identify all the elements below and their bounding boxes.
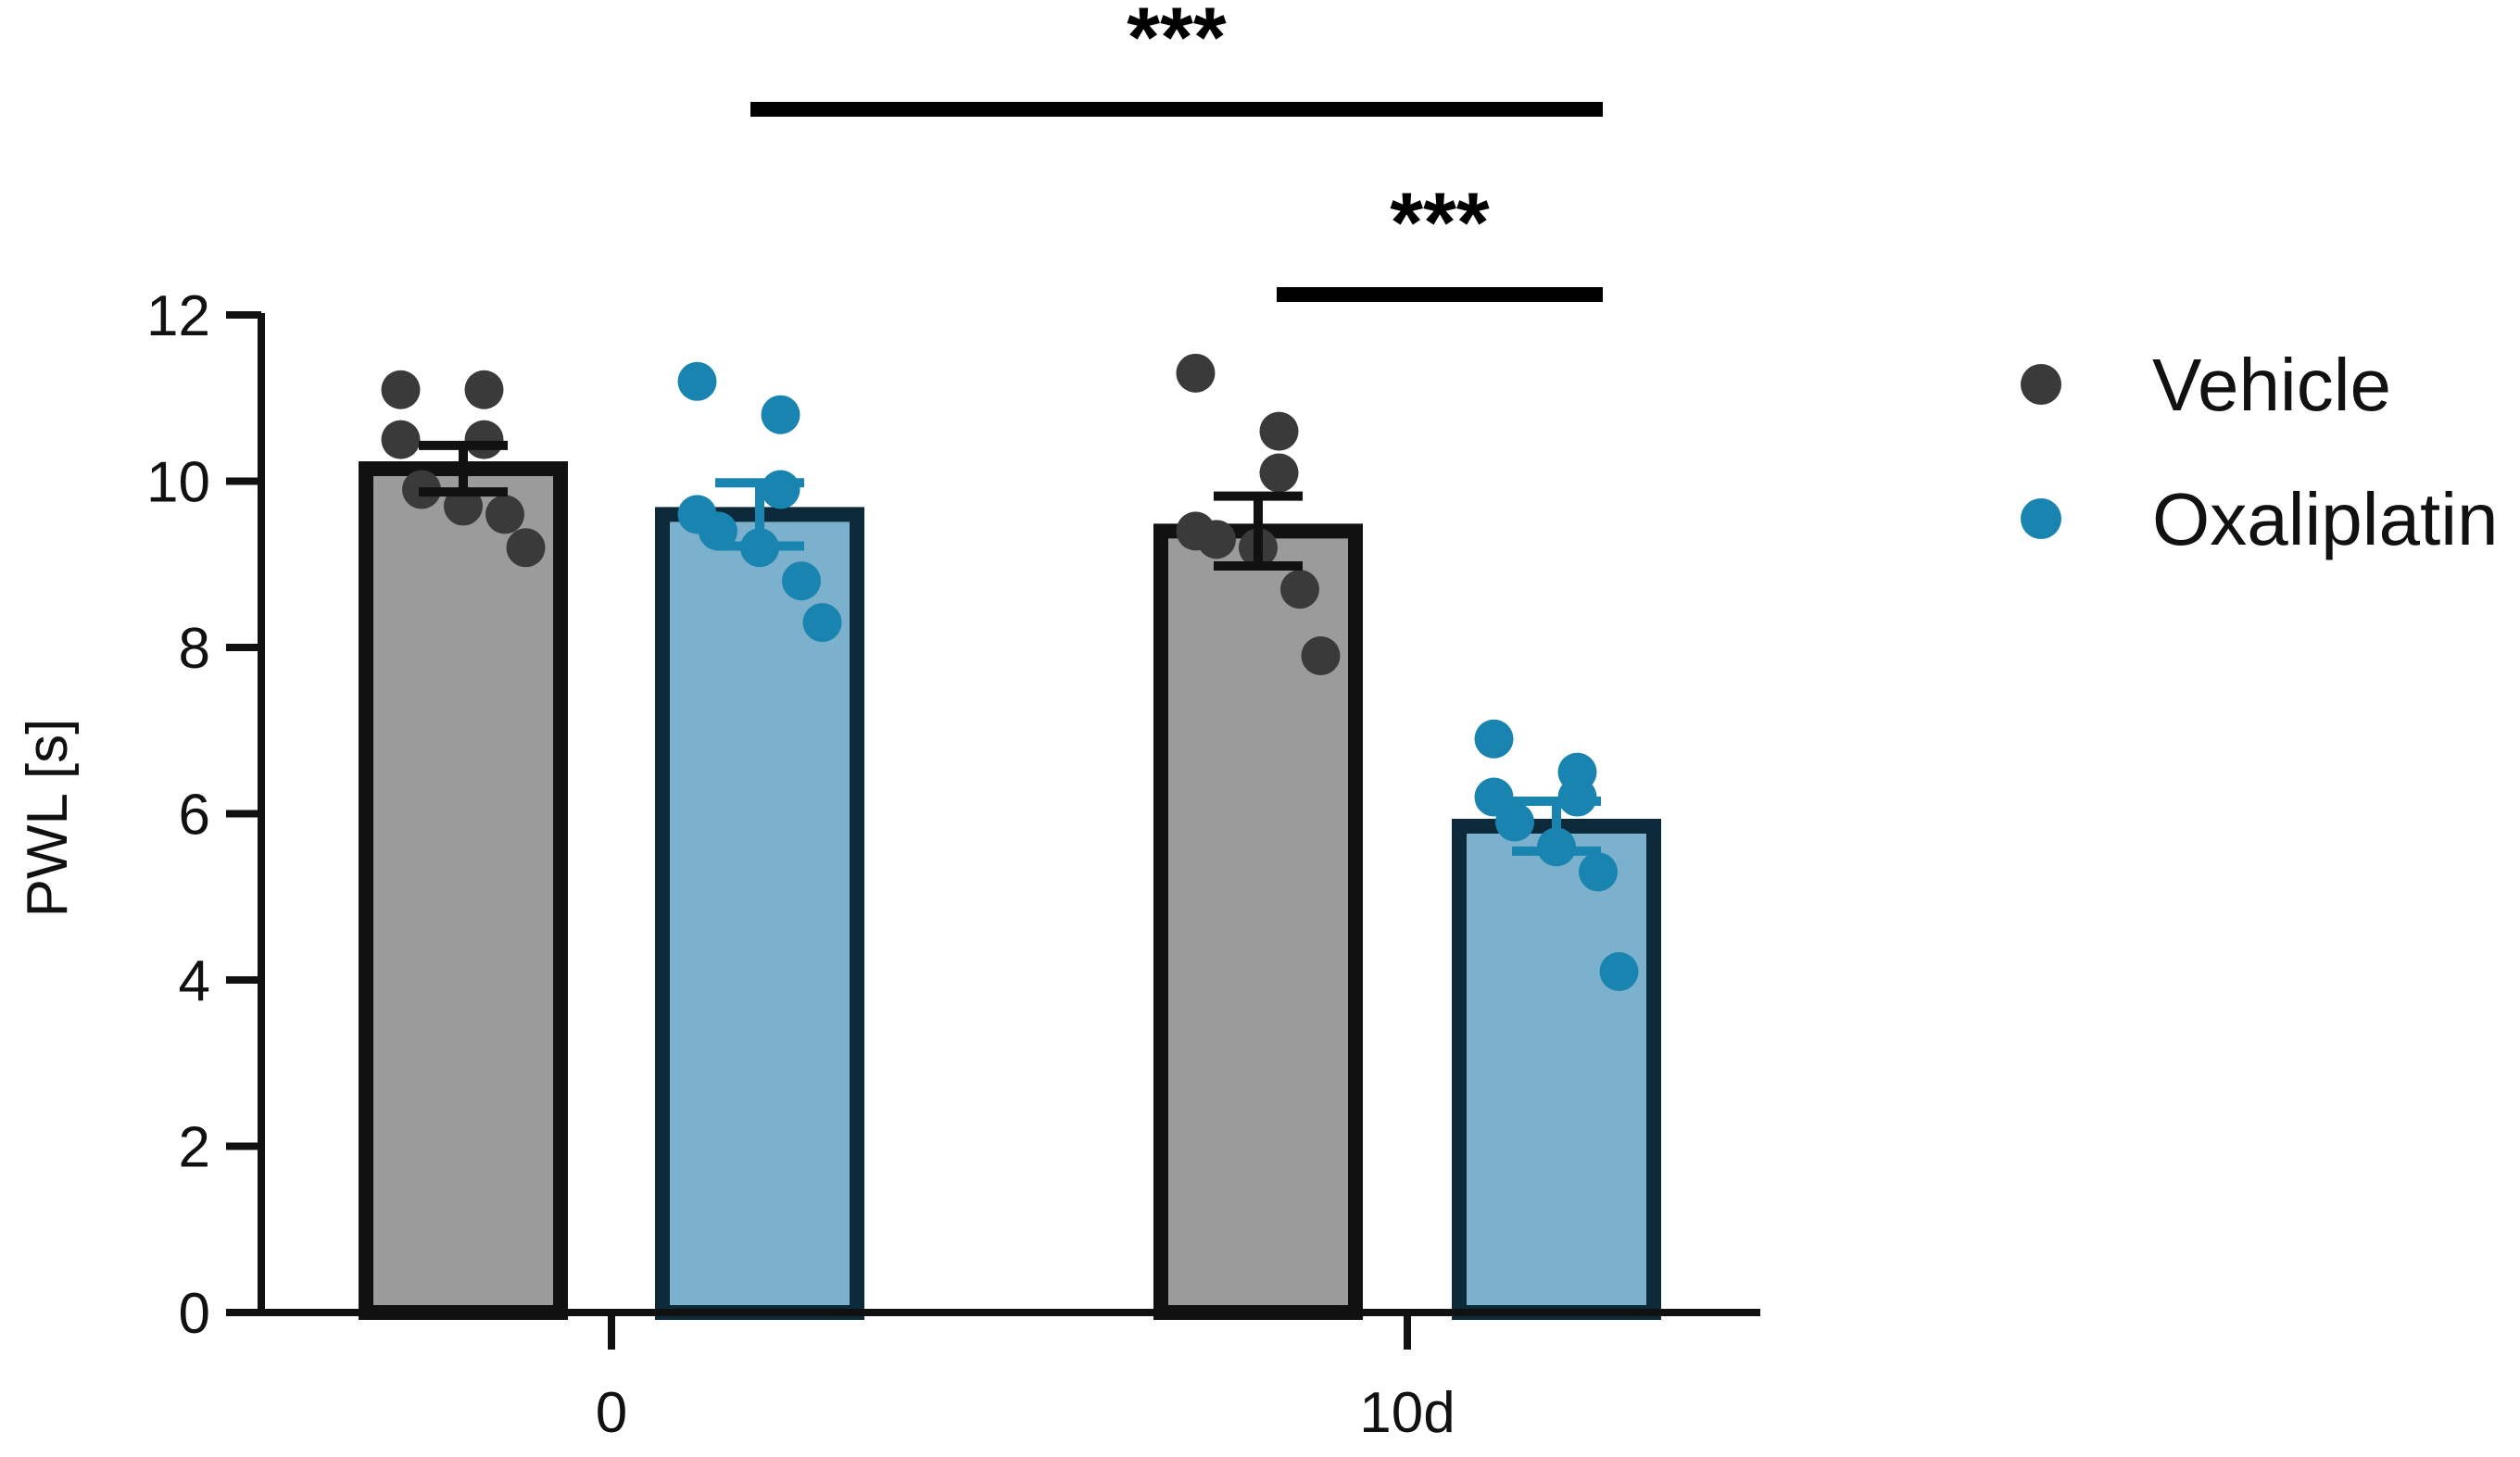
data-point-oxaliplatin-10d — [1474, 719, 1514, 759]
data-point-oxaliplatin-0 — [761, 470, 800, 509]
y-tick-label: 2 — [179, 1116, 210, 1180]
x-tick-label: 10d — [1359, 1381, 1455, 1445]
y-tick-label: 4 — [179, 949, 210, 1013]
legend-marker-oxaliplatin — [2021, 498, 2061, 539]
significance-layer: *** *** — [750, 0, 1603, 302]
data-point-vehicle-0 — [464, 370, 504, 409]
data-point-vehicle-10d — [1176, 353, 1216, 393]
y-tick-label: 8 — [179, 617, 210, 681]
data-point-oxaliplatin-0 — [802, 603, 842, 643]
y-tick-label: 6 — [179, 784, 210, 848]
data-point-oxaliplatin-10d — [1599, 952, 1639, 992]
y-tick-label: 12 — [146, 284, 210, 348]
bars-layer — [359, 461, 1661, 1321]
x-tick-label: 0 — [596, 1381, 627, 1445]
bar-vehicle-0 — [359, 461, 568, 1321]
significance-label: *** — [1127, 0, 1227, 85]
data-point-oxaliplatin-0 — [677, 361, 717, 401]
data-point-vehicle-0 — [381, 370, 421, 409]
data-point-vehicle-10d — [1301, 635, 1341, 675]
legend-marker-vehicle — [2021, 364, 2061, 405]
data-point-vehicle-10d — [1280, 570, 1319, 609]
data-point-oxaliplatin-10d — [1579, 852, 1618, 892]
errorbar-layer — [419, 440, 1601, 856]
legend: Vehicle Oxaliplatin — [2021, 344, 2499, 560]
data-point-oxaliplatin-0 — [761, 395, 800, 434]
data-point-vehicle-0 — [506, 528, 546, 568]
data-point-vehicle-10d — [1259, 453, 1299, 493]
legend-label-vehicle: Vehicle — [2152, 344, 2391, 426]
data-point-oxaliplatin-0 — [699, 511, 737, 551]
bar-oxaliplatin-10d — [1452, 818, 1661, 1320]
significance-label: *** — [1390, 176, 1490, 270]
data-point-vehicle-0 — [464, 420, 504, 459]
y-tick-label: 10 — [146, 451, 210, 515]
axes-layer: 0 2 4 6 8 10 12 0 10d — [146, 284, 1760, 1445]
legend-label-oxaliplatin: Oxaliplatin — [2152, 478, 2499, 560]
data-point-oxaliplatin-0 — [782, 561, 821, 601]
data-point-vehicle-10d — [1197, 520, 1236, 559]
y-axis-title: PWL [s] — [16, 719, 80, 918]
data-point-oxaliplatin-10d — [1495, 802, 1534, 842]
data-point-vehicle-10d — [1259, 411, 1299, 451]
y-tick-label: 0 — [179, 1282, 210, 1346]
data-point-vehicle-0 — [381, 420, 421, 459]
data-point-vehicle-0 — [485, 495, 524, 534]
points-layer — [381, 353, 1639, 992]
